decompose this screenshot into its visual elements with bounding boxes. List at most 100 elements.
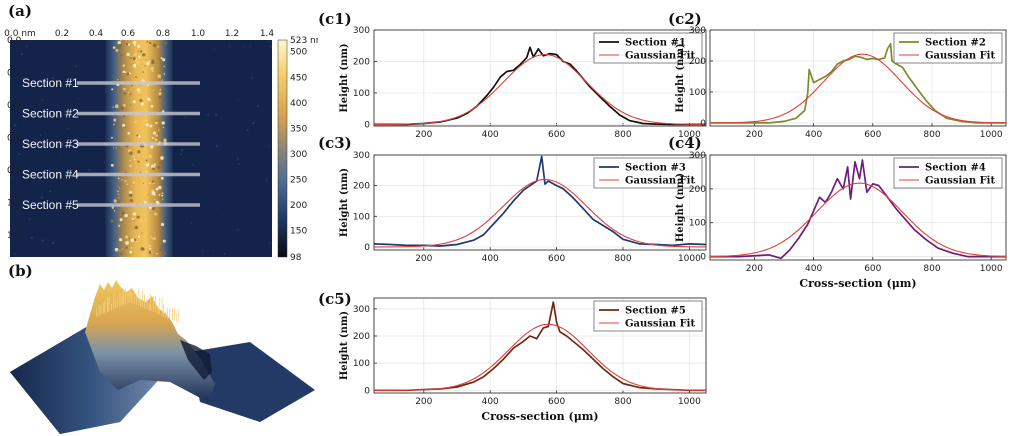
y-tick-label: 0 [364, 243, 370, 253]
x-tick-label: 600 [864, 130, 881, 140]
afm-speckle-dot [161, 183, 164, 186]
afm-speckle-dot [145, 170, 148, 173]
fit-line [374, 178, 706, 248]
surface-right-plate [190, 342, 315, 422]
x-tick-label: 800 [614, 254, 631, 264]
colorbar-tick: 98 [290, 253, 302, 262]
afm-speckle-dot [119, 250, 121, 252]
afm-speckle-dot [143, 201, 147, 204]
colorbar-tick: 523 nm [290, 36, 318, 46]
afm-speckle-dot [179, 153, 182, 156]
afm-speckle-dot [122, 64, 126, 68]
y-tick-label: 300 [689, 151, 706, 161]
colorbar-tick: 500 [290, 48, 307, 58]
afm-x-tick: 0.6 [121, 29, 136, 39]
afm-speckle-dot [155, 252, 158, 255]
afm-speckle-dot [9, 130, 12, 132]
afm-speckle-dot [140, 247, 145, 251]
afm-3d-surface [10, 280, 315, 434]
afm-speckle-dot [159, 88, 162, 91]
colorbar [277, 39, 288, 258]
afm-speckle-dot [157, 165, 161, 170]
legend-label: Gaussian Fit [925, 176, 995, 187]
afm-speckle-dot [117, 78, 119, 81]
afm-speckle-dot [130, 238, 135, 242]
y-tick-label: 0 [700, 253, 706, 263]
afm-speckle-dot [140, 219, 142, 221]
afm-speckle-dot [137, 90, 140, 94]
afm-speckle-dot [127, 91, 130, 94]
colorbar-tick: 150 [290, 226, 307, 236]
afm-speckle-dot [121, 211, 126, 216]
afm-speckle-dot [121, 178, 123, 181]
afm-x-tick: 1.2 [225, 29, 239, 39]
afm-speckle-dot [148, 244, 151, 248]
colorbar-tick: 450 [290, 73, 307, 83]
afm-speckle-dot [252, 122, 255, 125]
afm-speckle-dot [110, 219, 114, 223]
afm-speckle-dot [161, 121, 165, 125]
afm-speckle-dot [117, 190, 119, 193]
afm-speckle-dot [138, 50, 140, 52]
afm-speckle-dot [113, 123, 115, 126]
afm-speckle-dot [129, 92, 132, 95]
afm-speckle-dot [213, 48, 215, 51]
afm-speckle-dot [14, 253, 17, 255]
x-tick-label: 1000 [980, 264, 1003, 274]
x-tick-label: 1000 [678, 130, 701, 140]
afm-x-tick: 0.0 nm [4, 29, 36, 39]
y-axis-label: Height (nm) [339, 168, 350, 237]
afm-speckle-dot [113, 147, 115, 149]
afm-speckle-dot [34, 59, 36, 61]
afm-speckle-dot [137, 44, 141, 48]
afm-speckle-dot [125, 235, 129, 239]
afm-speckle-dot [269, 45, 272, 48]
afm-y-tick: 0.2 [7, 69, 21, 79]
colorbar-tick: 400 [290, 99, 307, 109]
afm-speckle-dot [124, 179, 127, 183]
series-line [374, 301, 706, 392]
afm-speckle-dot [162, 126, 165, 129]
afm-speckle-dot [77, 138, 79, 140]
panel-label-c2: (c2) [668, 10, 702, 28]
x-tick-label: 400 [482, 130, 499, 140]
afm-speckle-dot [129, 151, 133, 155]
afm-speckle-dot [136, 134, 139, 137]
afm-speckle-dot [145, 163, 150, 167]
afm-speckle-dot [130, 56, 133, 59]
y-tick-label: 100 [689, 88, 706, 98]
y-axis-label: Height (nm) [675, 173, 686, 242]
afm-speckle-dot [163, 101, 166, 103]
legend-box [593, 157, 703, 189]
plot-frame [709, 154, 1007, 261]
plot-frame [373, 29, 707, 127]
afm-speckle-dot [119, 252, 123, 256]
fit-line [374, 54, 706, 125]
afm-speckle-dot [161, 192, 164, 195]
y-tick-label: 300 [353, 305, 370, 315]
y-tick-label: 100 [353, 89, 370, 99]
afm-speckle-dot [129, 104, 132, 106]
afm-speckle-dot [215, 144, 218, 147]
y-tick-label: 200 [353, 182, 370, 192]
afm-speckle-dot [158, 129, 160, 131]
x-axis-label: Cross-section (μm) [799, 277, 916, 290]
afm-speckle-dot [120, 53, 123, 57]
legend-label: Gaussian Fit [625, 319, 695, 330]
x-tick-label: 200 [415, 254, 432, 264]
afm-speckle-dot [180, 149, 184, 152]
afm-speckle-dot [114, 46, 116, 48]
x-tick-label: 1000 [678, 254, 701, 264]
y-tick-label: 200 [353, 57, 370, 67]
afm-speckle-dot [25, 45, 28, 48]
afm-speckle-dot [145, 159, 148, 162]
afm-speckle-dot [164, 41, 168, 45]
afm-speckle-dot [73, 214, 75, 216]
afm-speckle-dot [150, 176, 152, 179]
afm-speckle-dot [133, 52, 137, 57]
afm-speckle-dot [184, 116, 187, 118]
afm-speckle-dot [113, 118, 117, 122]
